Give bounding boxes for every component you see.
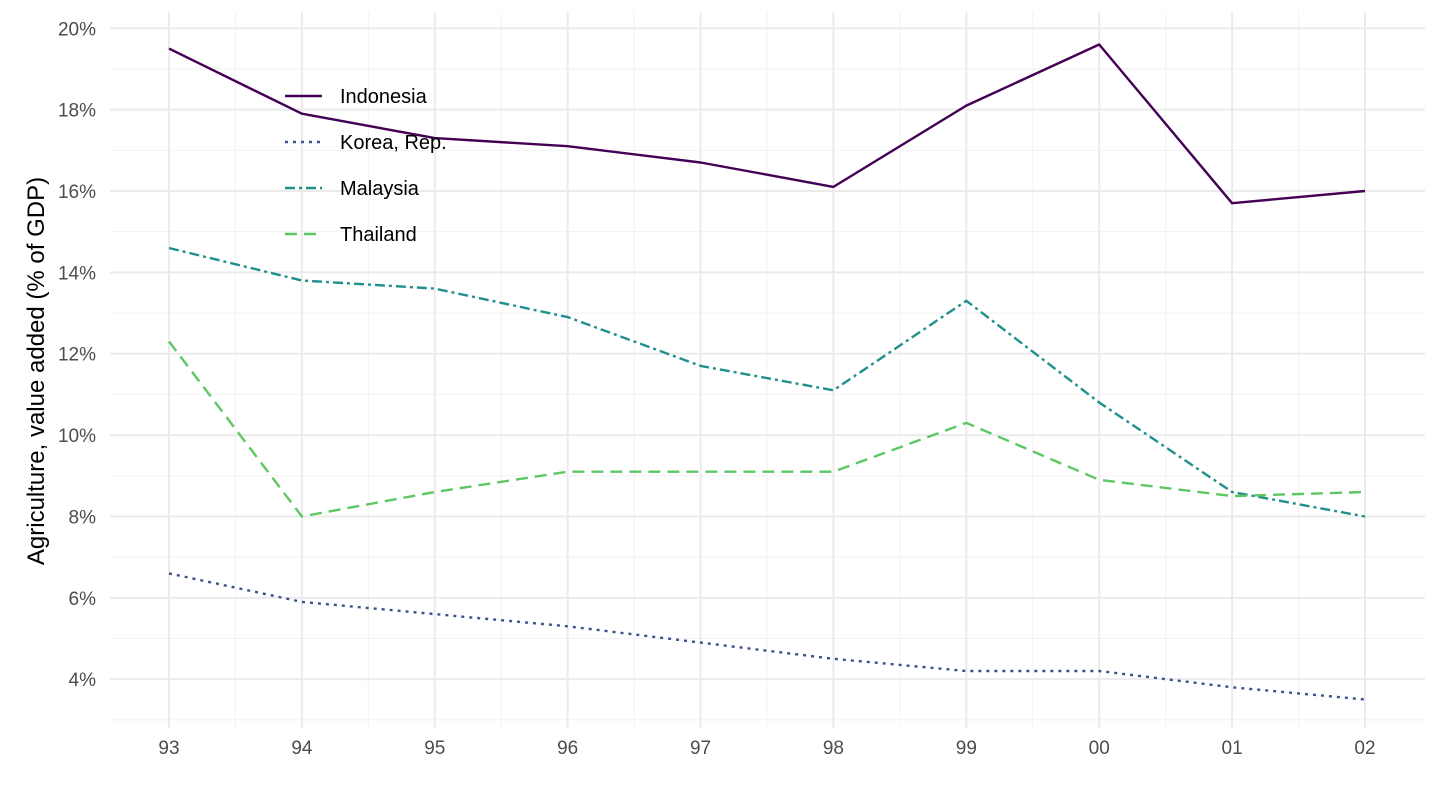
grid: [110, 12, 1425, 728]
legend-label: Thailand: [340, 224, 417, 246]
x-tick-label: 93: [158, 738, 179, 759]
y-axis-tick-labels: 4% 6% 8% 10% 12% 14% 16% 18% 20%: [58, 19, 96, 691]
y-tick-label: 16%: [58, 182, 96, 203]
x-tick-label: 98: [823, 738, 844, 759]
x-tick-label: 02: [1354, 738, 1375, 759]
y-tick-label: 20%: [58, 19, 96, 40]
y-tick-label: 10%: [58, 426, 96, 447]
legend-label: Malaysia: [340, 178, 420, 200]
legend-item: Malaysia: [285, 178, 420, 200]
x-tick-label: 96: [557, 738, 578, 759]
x-tick-label: 95: [424, 738, 445, 759]
y-tick-label: 6%: [69, 589, 97, 610]
x-tick-label: 99: [956, 738, 977, 759]
series-line-korea-rep: [168, 572, 1366, 701]
y-tick-label: 12%: [58, 345, 96, 366]
y-tick-label: 4%: [69, 670, 97, 691]
y-tick-label: 8%: [69, 507, 97, 528]
legend-label: Korea, Rep.: [340, 132, 447, 154]
x-tick-label: 01: [1222, 738, 1243, 759]
legend-item: Korea, Rep.: [285, 132, 447, 154]
legend-item: Indonesia: [285, 86, 428, 108]
legend-label: Indonesia: [340, 86, 428, 108]
series-lines: [168, 43, 1366, 701]
legend-item: Thailand: [285, 224, 417, 246]
legend: Indonesia Korea, Rep. Malaysia Thailand: [285, 86, 447, 246]
x-tick-label: 94: [291, 738, 313, 759]
y-tick-label: 18%: [58, 101, 96, 122]
x-tick-label: 97: [690, 738, 711, 759]
y-tick-label: 14%: [58, 263, 96, 284]
series-line-malaysia: [168, 246, 1366, 518]
x-tick-label: 00: [1089, 738, 1110, 759]
series-line-indonesia: [168, 43, 1366, 205]
x-axis-tick-labels: 93 94 95 96 97 98 99 00 01 02: [158, 738, 1375, 759]
y-axis-title: Agriculture, value added (% of GDP): [23, 177, 50, 565]
series-line-thailand: [168, 340, 1366, 518]
